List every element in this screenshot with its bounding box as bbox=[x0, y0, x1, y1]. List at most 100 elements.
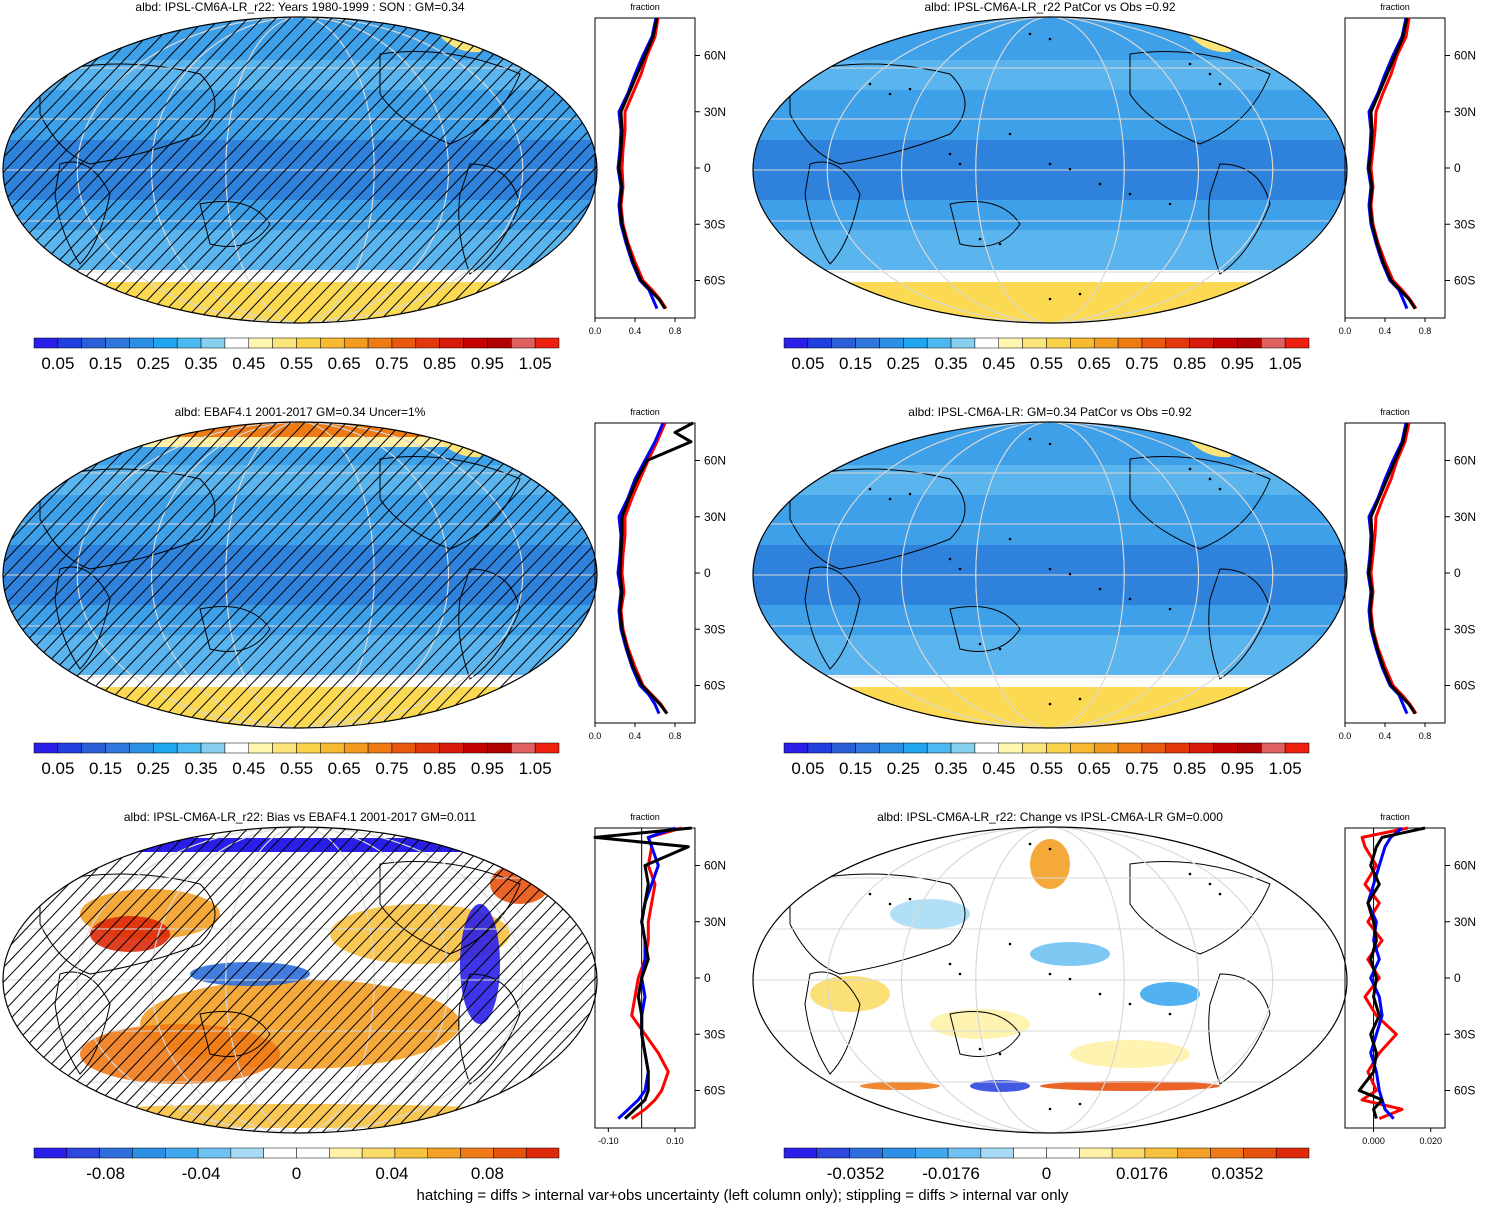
longitude-line bbox=[826, 17, 1274, 323]
longitude-line bbox=[975, 422, 1125, 728]
stippling bbox=[868, 437, 1222, 706]
hatch-line bbox=[427, 827, 597, 1133]
colorbar-label: 0.95 bbox=[471, 354, 504, 373]
y-tick-label: 0 bbox=[704, 566, 711, 580]
coastline bbox=[54, 971, 111, 1075]
colorbar-bin bbox=[224, 742, 250, 754]
hatch-line bbox=[189, 827, 491, 1133]
hatch-line bbox=[105, 17, 407, 323]
colorbar-bin bbox=[1070, 337, 1095, 349]
colorbar-bin bbox=[783, 742, 809, 754]
colorbar-bin bbox=[1189, 337, 1214, 349]
colorbar-label: 0.45 bbox=[982, 759, 1015, 778]
colorbar-bin bbox=[439, 337, 464, 349]
colorbar-label: 0.45 bbox=[982, 354, 1015, 373]
colorbar-label: 0.05 bbox=[41, 759, 74, 778]
anomaly-patch bbox=[1030, 839, 1070, 889]
stipple-dot bbox=[1168, 202, 1172, 206]
colorbar-bin bbox=[463, 337, 488, 349]
profile-series-line bbox=[1367, 422, 1417, 715]
hatch-line bbox=[3, 17, 183, 323]
hatch-line bbox=[3, 827, 253, 1133]
colorbar-bin bbox=[415, 337, 440, 349]
colorbar: 0.05 0.15 0.25 0.35 0.45 0.55 0.65 0.75 0.85 0.95… bbox=[33, 742, 560, 783]
colorbar-bin bbox=[493, 1147, 527, 1159]
colorbar-label: -0.04 bbox=[182, 1164, 221, 1183]
world-map bbox=[0, 419, 600, 734]
colorbar-bin bbox=[1165, 337, 1190, 349]
y-tick-label: 30N bbox=[1454, 105, 1476, 119]
antarctica bbox=[3, 687, 597, 728]
colorbar-bin bbox=[783, 337, 809, 349]
colorbar-bin bbox=[248, 742, 273, 754]
colorbar-bin bbox=[1013, 1147, 1047, 1159]
colorbar-bin bbox=[105, 742, 130, 754]
profile-series-line bbox=[1360, 826, 1409, 1120]
colorbar-bin bbox=[1210, 1147, 1244, 1159]
anomaly-patch bbox=[890, 899, 970, 929]
colorbar-bin bbox=[487, 742, 512, 754]
x-tick-label: 0.10 bbox=[666, 1136, 684, 1146]
stipple-dot bbox=[888, 497, 892, 501]
profile-series-line bbox=[616, 422, 665, 715]
coastline bbox=[1208, 973, 1271, 1085]
panel-title: albd: EBAF4.1 2001-2017 GM=0.34 Uncer=1% bbox=[174, 405, 426, 419]
hatch-line bbox=[245, 17, 547, 323]
midlat-band-south bbox=[3, 230, 597, 270]
coastline bbox=[54, 161, 111, 265]
coastline bbox=[789, 873, 966, 975]
hatch-line bbox=[231, 17, 533, 323]
map-border bbox=[2, 421, 598, 729]
colorbar-label: 1.05 bbox=[1269, 354, 1302, 373]
colorbar-label: 0.75 bbox=[375, 759, 408, 778]
colorbar-bin bbox=[391, 337, 417, 349]
colorbar-label: 0.05 bbox=[791, 354, 824, 373]
colorbar-label: 0.45 bbox=[232, 354, 265, 373]
x-tick-label: 0.8 bbox=[1419, 326, 1432, 336]
y-tick-label: 60S bbox=[1454, 1084, 1475, 1098]
colorbar-label: 0.85 bbox=[423, 759, 456, 778]
colorbar-bin bbox=[1141, 337, 1167, 349]
colorbar-label: 0.25 bbox=[887, 759, 920, 778]
stipple-dot bbox=[1128, 597, 1132, 601]
hatch-line bbox=[63, 17, 365, 323]
hatch-line bbox=[3, 17, 155, 323]
stipple-dot bbox=[978, 642, 982, 646]
hatch-line bbox=[371, 17, 597, 323]
colorbar-bin bbox=[427, 1147, 461, 1159]
colorbar-bin bbox=[974, 337, 1000, 349]
hatch-line bbox=[231, 827, 533, 1133]
colorbar-bin bbox=[176, 337, 202, 349]
stipple-dot bbox=[1098, 587, 1102, 591]
x-tick-label: -0.10 bbox=[598, 1136, 619, 1146]
colorbar-bin bbox=[296, 1147, 330, 1159]
hatch-line bbox=[119, 422, 421, 728]
colorbar-bin bbox=[1046, 742, 1071, 754]
stipple-dot bbox=[1078, 1102, 1082, 1106]
hatch-line bbox=[357, 827, 597, 1133]
colorbar-bin bbox=[343, 742, 369, 754]
stipple-dot bbox=[868, 82, 872, 86]
hatch-line bbox=[3, 827, 225, 1133]
colorbar-label: 0.55 bbox=[1030, 759, 1063, 778]
hatch-line bbox=[371, 422, 597, 728]
hatch-line bbox=[3, 422, 211, 728]
colorbar-bin bbox=[1117, 337, 1143, 349]
colorbar-bin bbox=[1213, 337, 1238, 349]
colorbar-label: 0.55 bbox=[280, 759, 313, 778]
anomaly-patch bbox=[80, 1024, 280, 1084]
hatch-line bbox=[203, 827, 505, 1133]
longitude-line bbox=[151, 17, 449, 323]
stipple-dot bbox=[948, 152, 952, 156]
stipple-dot bbox=[1168, 607, 1172, 611]
hatch-line bbox=[133, 827, 435, 1133]
hatch-line bbox=[385, 422, 597, 728]
stipple-dot bbox=[1048, 567, 1052, 571]
colorbar-label: 0.15 bbox=[839, 759, 872, 778]
colorbar-bin bbox=[1046, 337, 1071, 349]
colorbar-bin bbox=[329, 1147, 363, 1159]
anomaly-patch bbox=[40, 1104, 560, 1128]
colorbar-bin bbox=[1117, 742, 1143, 754]
sea-ice-edge bbox=[3, 270, 597, 282]
colorbar-bin bbox=[915, 1147, 949, 1159]
